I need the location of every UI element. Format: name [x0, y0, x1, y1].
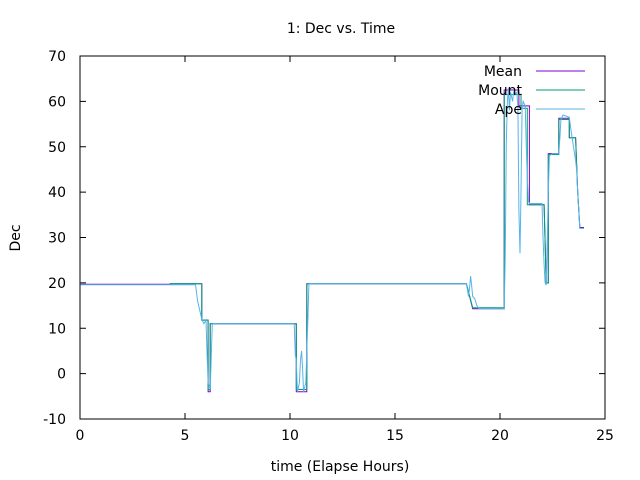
- axis-ticks: 0 5 10 15 20 25 -10 0 10 20 30 40 50 60 70: [43, 49, 614, 444]
- plot-series: [79, 87, 584, 393]
- y-tick-label: 40: [48, 185, 66, 201]
- y-axis-label: Dec: [8, 224, 24, 251]
- x-tick-label: 25: [596, 428, 614, 444]
- y-tick-label: 10: [48, 321, 66, 337]
- x-tick-label: 5: [181, 428, 190, 444]
- series-line-ape: [79, 87, 584, 392]
- x-tick-label: 15: [386, 428, 404, 444]
- y-tick-label: 0: [57, 367, 66, 383]
- legend-label-ape: Ape: [495, 102, 522, 118]
- x-tick-label: 0: [76, 428, 85, 444]
- y-tick-label: 30: [48, 231, 66, 247]
- legend-label-mount: Mount: [478, 83, 522, 99]
- y-tick-label: -10: [43, 412, 66, 428]
- x-tick-label: 20: [491, 428, 509, 444]
- chart-title: 1: Dec vs. Time: [287, 21, 395, 37]
- x-tick-label: 10: [281, 428, 299, 444]
- plot-frame: [79, 55, 606, 420]
- x-axis-label: time (Elapse Hours): [271, 459, 410, 475]
- y-tick-label: 60: [48, 94, 66, 110]
- y-tick-label: 20: [48, 276, 66, 292]
- legend-label-mean: Mean: [484, 64, 522, 80]
- y-tick-label: 50: [48, 140, 66, 156]
- legend: Mean Mount Ape: [478, 64, 585, 118]
- y-tick-label: 70: [48, 49, 66, 65]
- series-line-mean: [80, 89, 584, 393]
